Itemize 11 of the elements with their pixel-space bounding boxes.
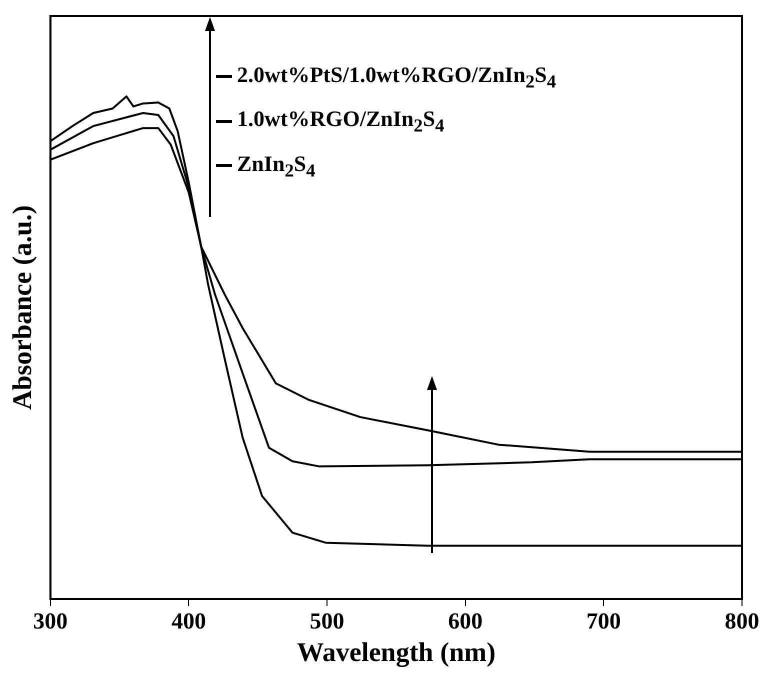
x-tick-label: 600 (448, 608, 483, 634)
y-axis-title: Absorbance (a.u.) (7, 205, 38, 410)
x-tick-label: 300 (33, 608, 68, 634)
x-tick-label: 700 (586, 608, 621, 634)
legend-label: 2.0wt%PtS/1.0wt%RGO/ZnIn$_{2}$S$_{4}$ (237, 62, 556, 92)
x-axis-title: Wavelength (nm) (296, 636, 496, 667)
legend-label: 1.0wt%RGO/ZnIn$_{2}$S$_{4}$ (237, 106, 444, 136)
x-tick-label: 800 (724, 608, 760, 634)
legend-label: ZnIn$_{2}$S$_{4}$ (237, 150, 316, 180)
x-tick-label: 400 (171, 608, 206, 634)
x-tick-label: 500 (310, 608, 344, 634)
